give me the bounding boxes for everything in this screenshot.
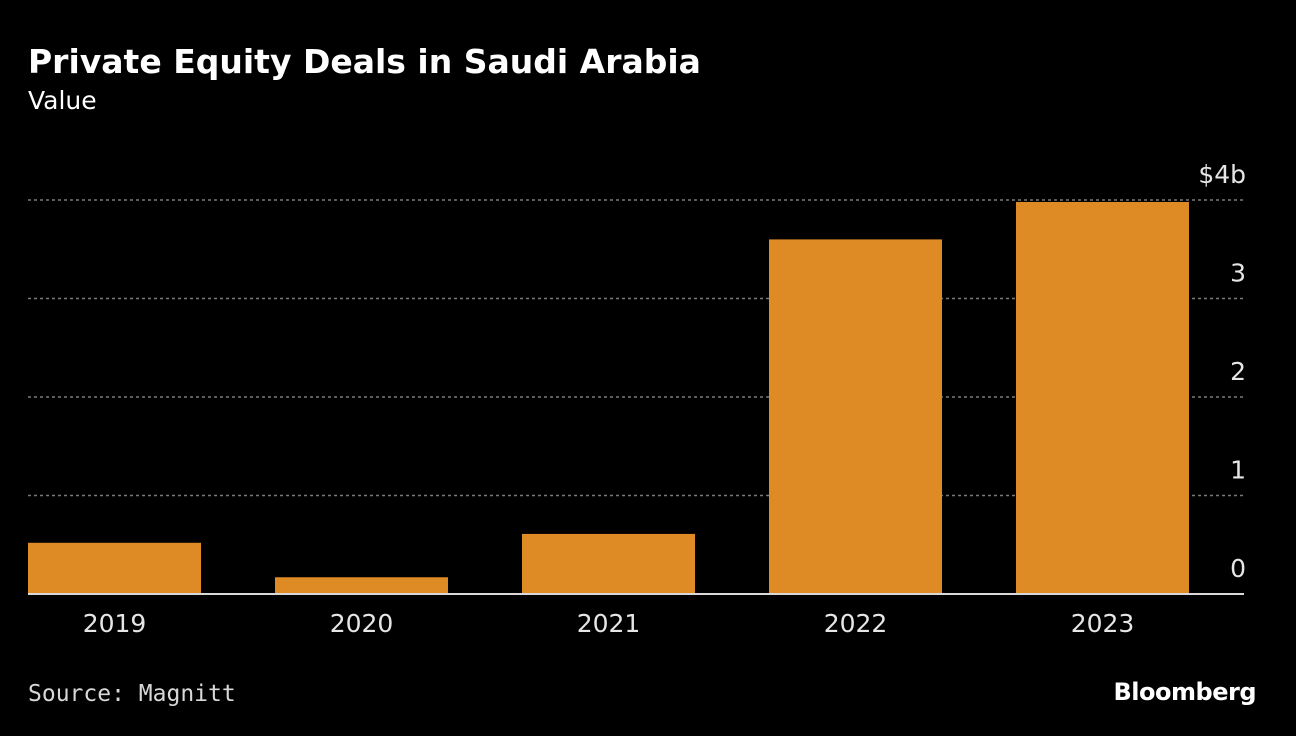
bloomberg-logo: Bloomberg [1113, 678, 1257, 706]
chart-subtitle: Value [28, 86, 97, 115]
x-axis-tick-labels: 2019 2020 2021 2022 2023 [83, 609, 1135, 638]
y-tick-label-2: 2 [1230, 357, 1246, 386]
y-tick-label-0: 0 [1230, 554, 1246, 583]
x-tick-label-2022: 2022 [824, 609, 888, 638]
chart-title: Private Equity Deals in Saudi Arabia [28, 42, 701, 81]
bar-2019 [28, 542, 201, 594]
x-tick-label-2019: 2019 [83, 609, 147, 638]
y-tick-label-4: $4b [1198, 160, 1246, 189]
y-axis-tick-labels: 0 1 2 3 $4b [1198, 160, 1246, 583]
x-tick-label-2021: 2021 [577, 609, 641, 638]
bar-2021 [522, 533, 695, 594]
gridlines [28, 199, 1244, 497]
y-tick-label-1: 1 [1230, 456, 1246, 485]
bar-2022 [769, 239, 942, 594]
bar-2020 [275, 577, 448, 594]
y-tick-label-3: 3 [1230, 259, 1246, 288]
bar-2023 [1016, 201, 1189, 594]
x-tick-label-2023: 2023 [1071, 609, 1135, 638]
bars [28, 201, 1189, 594]
source-note: Source: Magnitt [28, 681, 236, 707]
x-tick-label-2020: 2020 [330, 609, 394, 638]
